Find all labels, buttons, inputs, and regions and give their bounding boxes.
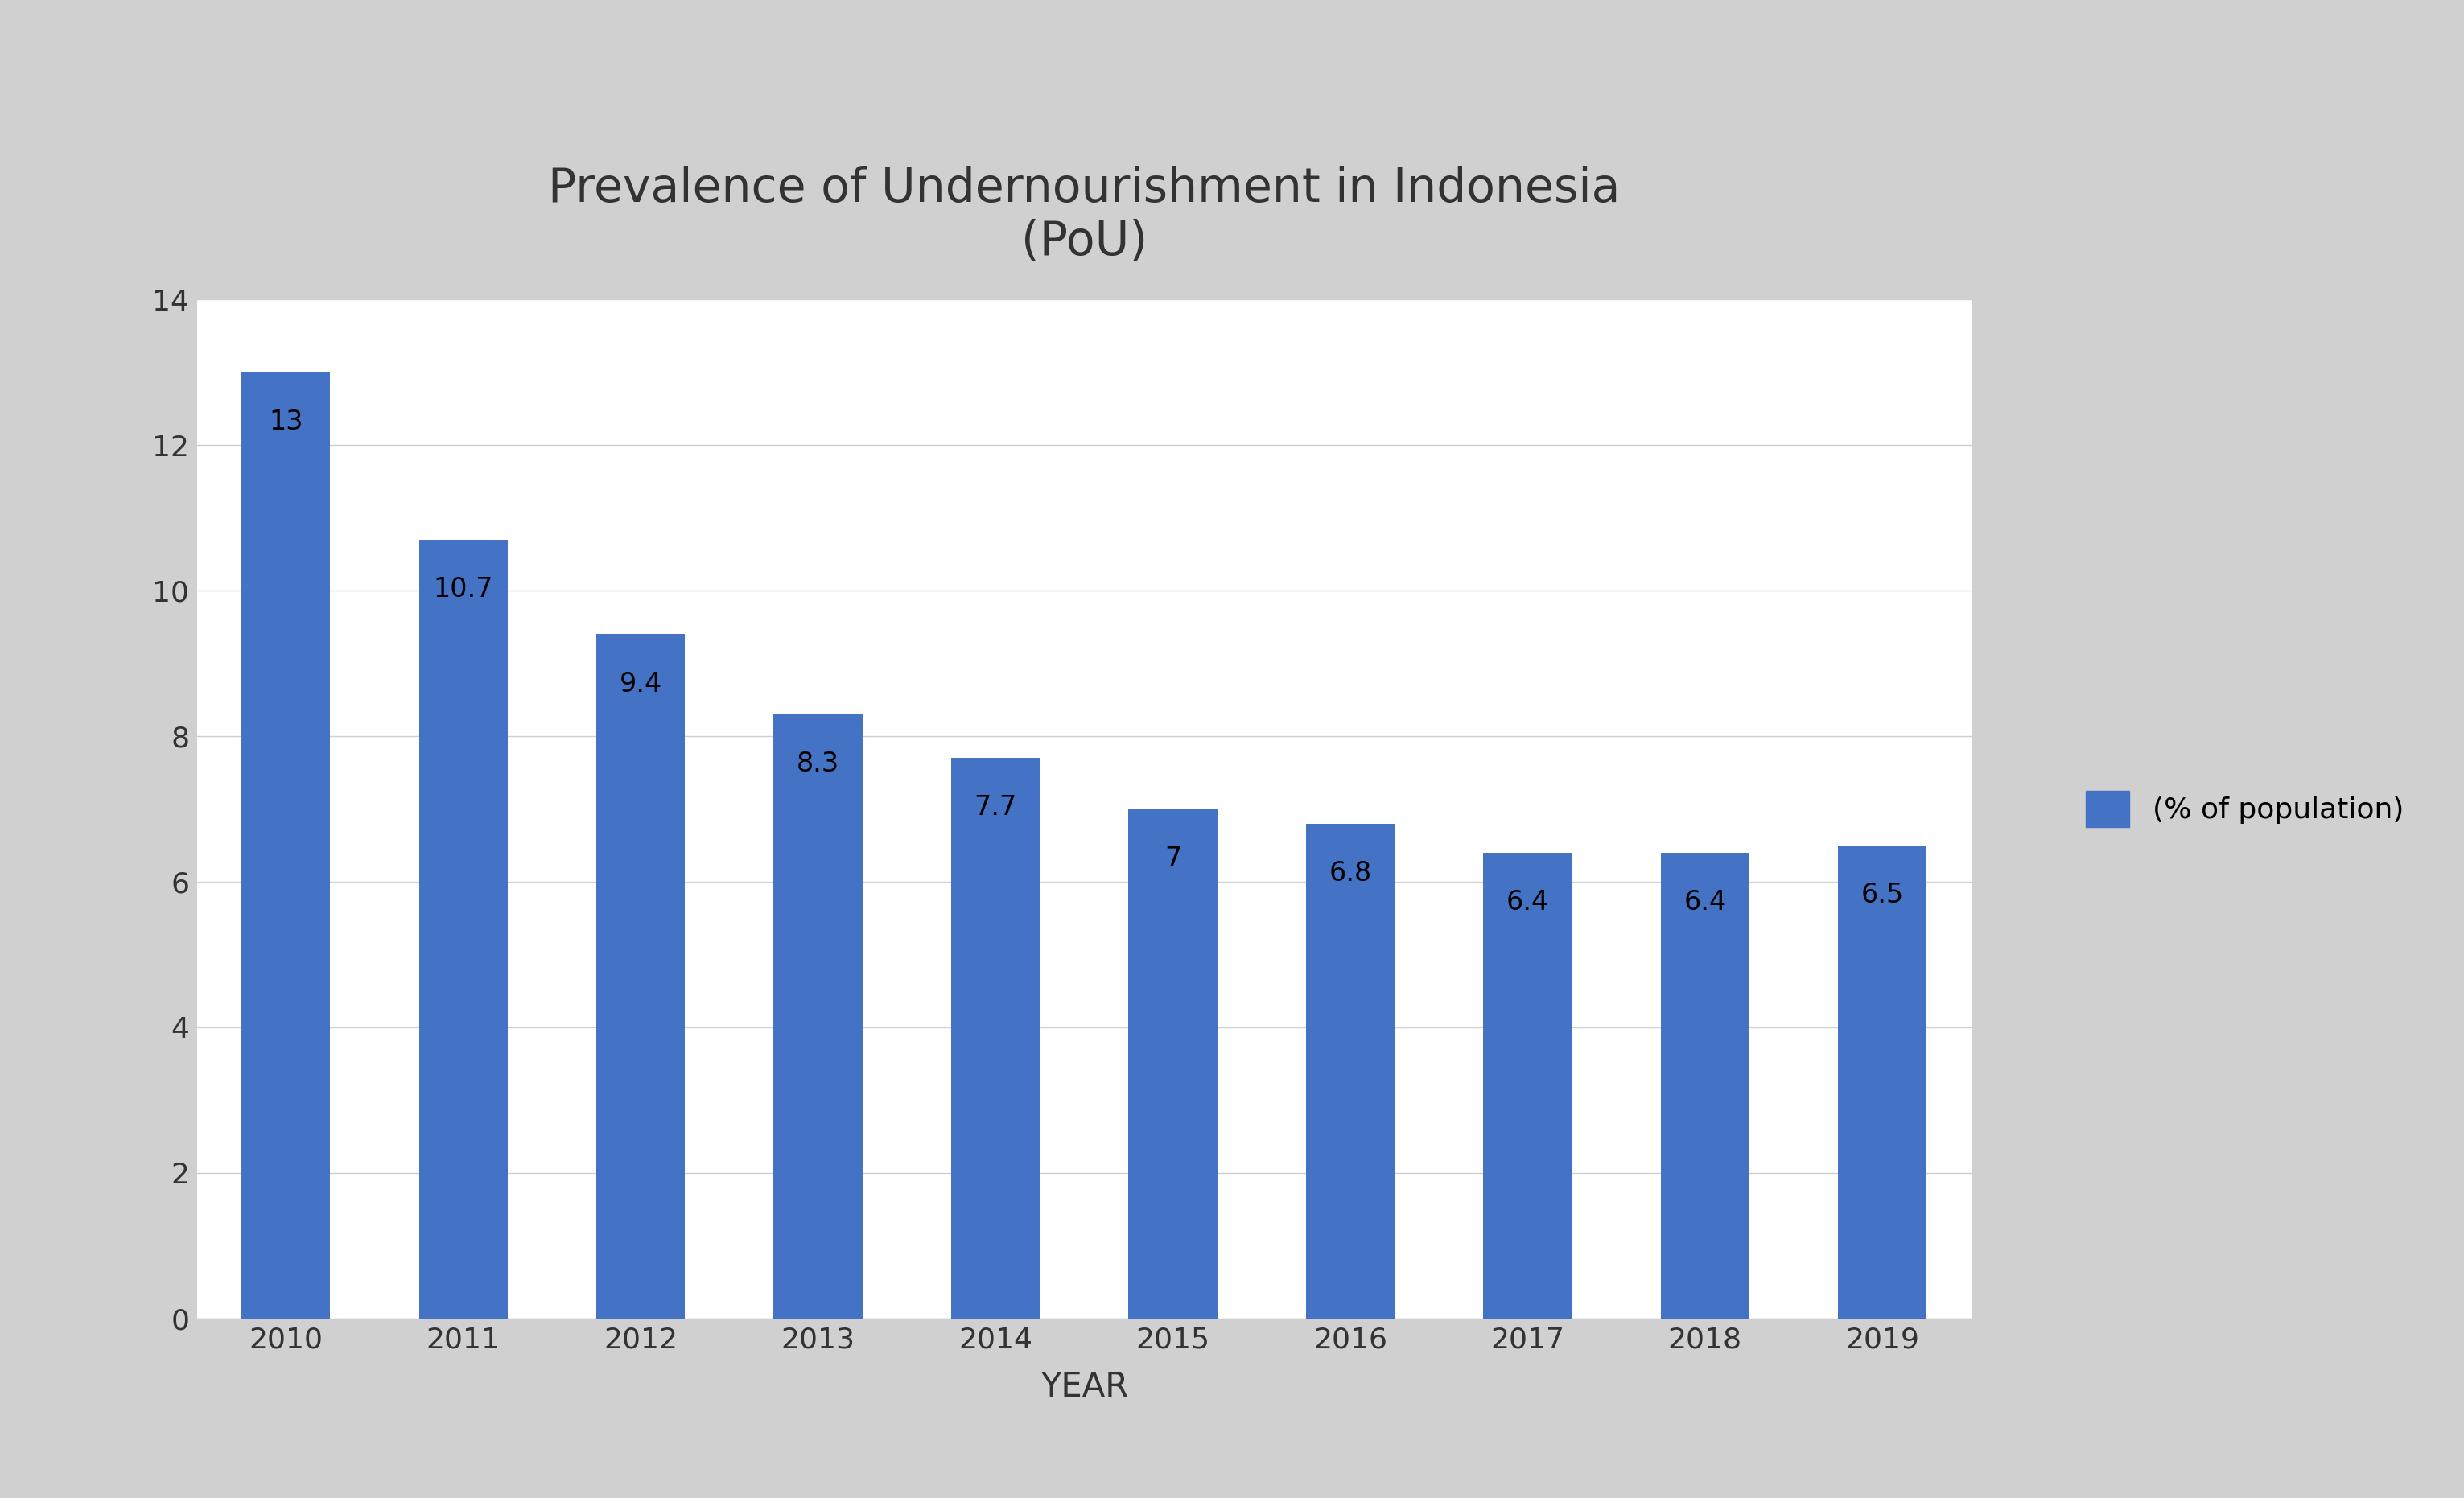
Text: 7.7: 7.7 xyxy=(973,794,1018,821)
Text: 10.7: 10.7 xyxy=(434,577,493,602)
Text: 13: 13 xyxy=(269,409,303,436)
Text: 6.5: 6.5 xyxy=(1860,882,1905,908)
Bar xyxy=(1838,845,1927,1318)
Bar xyxy=(1129,809,1217,1318)
Text: 6.4: 6.4 xyxy=(1506,888,1550,915)
X-axis label: YEAR: YEAR xyxy=(1040,1371,1129,1404)
Title: Prevalence of Undernourishment in Indonesia
(PoU): Prevalence of Undernourishment in Indone… xyxy=(547,166,1621,265)
Bar xyxy=(1661,852,1749,1318)
Legend: (% of population): (% of population) xyxy=(2075,779,2415,839)
Text: 6.4: 6.4 xyxy=(1683,888,1727,915)
Text: 8.3: 8.3 xyxy=(796,750,840,777)
Text: 7: 7 xyxy=(1165,845,1180,872)
Bar xyxy=(774,715,862,1318)
Bar xyxy=(241,373,330,1318)
Text: 6.8: 6.8 xyxy=(1328,860,1372,887)
Bar xyxy=(1483,852,1572,1318)
Bar xyxy=(419,539,508,1318)
Bar xyxy=(596,634,685,1318)
Text: 9.4: 9.4 xyxy=(618,671,663,697)
Bar xyxy=(951,758,1040,1318)
Bar xyxy=(1306,824,1395,1318)
